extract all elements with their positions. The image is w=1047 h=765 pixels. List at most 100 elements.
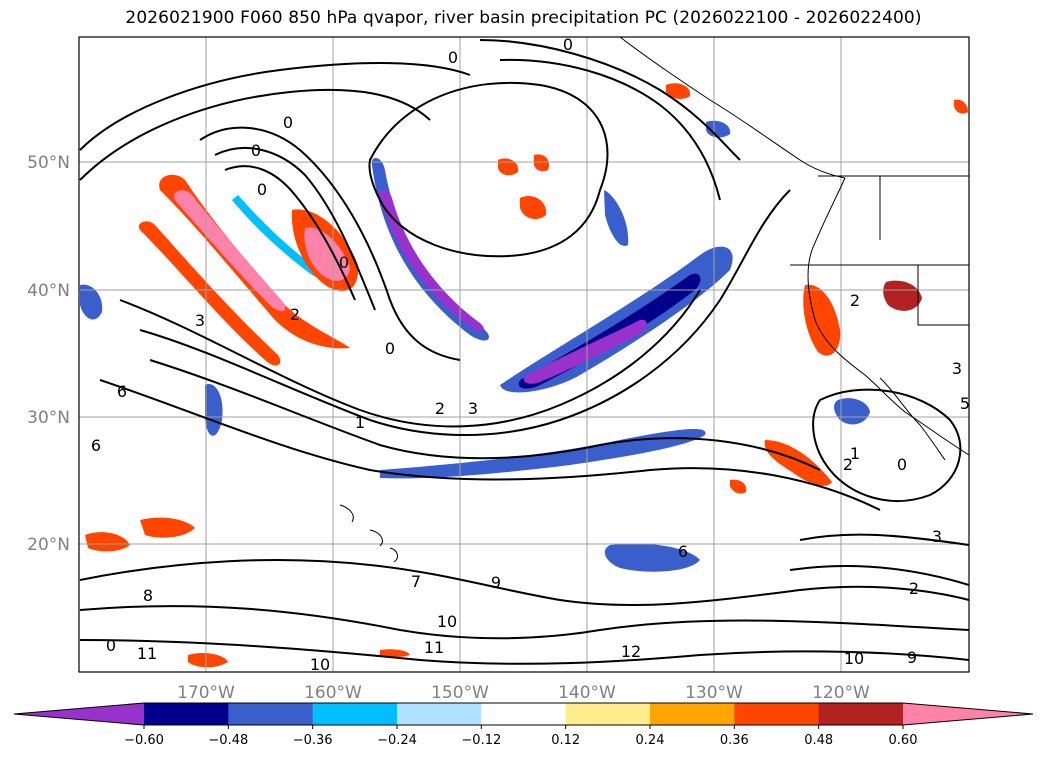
contour-label: 2 [843,455,853,474]
lon-label-150w: 150°W [431,683,489,703]
contour-trough-3 [224,165,356,301]
positive-anomaly-sw [85,532,130,552]
negative-anomaly-nw-strip [232,195,323,278]
contour-east-2 [789,564,969,586]
alaska-coastline [619,37,846,179]
colorbar-segment [650,703,735,725]
contour-east-1 [799,533,969,546]
contour-trough-1 [199,126,461,361]
contour-south-1 [79,559,969,607]
contour-label: 0 [448,48,458,67]
contour-label: 0 [251,141,261,160]
positive-anomaly-coast [803,284,841,356]
state-border-3 [917,265,969,326]
lat-label-20n: 20°N [27,535,70,555]
negative-anomaly-blob [834,398,870,425]
contour-label: 6 [678,542,688,561]
negative-anomaly-west [80,284,103,320]
negative-anomaly-alaska [706,120,731,138]
contour-label: 10 [310,655,330,674]
negative-anomaly-peak [523,319,647,384]
negative-anomaly-arc [371,158,490,341]
contour-label: 3 [952,359,962,378]
contour-south-3 [79,639,969,665]
lat-label-50n: 50°N [27,153,70,173]
contour-label: 3 [932,527,942,546]
contour-label: 5 [960,394,970,413]
contour-label: 6 [117,382,127,401]
colorbar-segment [228,703,314,725]
colorbar-extend-high [903,703,1033,725]
contour-label: 9 [491,573,501,592]
colorbar-tick-label: −0.48 [208,733,248,748]
positive-anomaly-small-4 [666,83,691,99]
map-title: 2026021900 F060 850 hPa qvapor, river ba… [125,8,922,28]
positive-anomaly-small-7 [954,99,968,114]
positive-anomaly-small-3 [533,154,550,172]
positive-anomaly-small-5 [188,652,228,668]
colorbar-segment [481,703,567,725]
positive-anomaly-sw-2 [140,517,195,538]
colorbar-segment [565,703,651,725]
qvapor-contours [79,39,969,665]
positive-anomaly-blob-core [304,227,350,281]
positive-anomaly-small-2 [520,195,547,220]
longitude-labels: 170°W 160°W 150°W 140°W 130°W 120°W [177,683,870,703]
colorbar-tick-label: −0.60 [124,733,164,748]
hawaii-islands [339,504,398,563]
coastlines [339,37,969,563]
contour-label: 0 [283,113,293,132]
negative-anomaly-arc-core [379,190,484,332]
positive-anomaly-small-8 [730,479,747,494]
contour-ridge-2 [79,88,431,181]
contour-label: 0 [897,455,907,474]
contour-label: 0 [563,35,573,54]
positive-anomaly-small-1 [498,158,519,176]
contour-label: 2 [850,291,860,310]
colorbar-tick-label: −0.24 [377,733,417,748]
contour-label: 9 [907,648,917,667]
colorbar-segment [734,703,820,725]
contour-label: 3 [468,399,478,418]
contour-stream-1 [139,189,791,436]
contour-stream-3 [149,359,821,471]
contour-north-2 [499,58,721,201]
contour-ridge-1 [79,62,471,151]
positive-anomaly-streak-core [173,190,286,312]
contour-labels: 0 0 0 0 0 0 0 1 2 3 2 3 6 6 7 8 9 10 10 … [91,35,970,674]
lon-label-130w: 130°W [685,683,743,703]
colorbar-tick-label: 0.12 [551,733,580,748]
contour-label: 0 [339,253,349,272]
contour-label: 2 [435,399,445,418]
positive-anomaly-small-6 [380,649,410,658]
negative-anomaly-nw-coast [604,190,629,246]
colorbar-tick-label: −0.36 [293,733,333,748]
lon-label-120w: 120°W [812,683,870,703]
negative-anomaly-east [604,543,700,572]
contour-label: 12 [621,642,641,661]
contour-label: 1 [850,444,860,463]
colorbar-extend-low [14,703,144,725]
contour-label: 0 [257,180,267,199]
colorbar-tick-label: 0.24 [636,733,665,748]
baja-coastline [879,377,946,461]
lat-label-40n: 40°N [27,281,70,301]
contour-stream-4 [99,379,881,511]
contour-label: 10 [437,612,457,631]
contour-label: 11 [424,638,444,657]
contour-label: 1 [355,413,365,432]
colorbar-tick-label: 0.36 [720,733,749,748]
contour-label: 10 [844,649,864,668]
colorbar-segment [818,703,904,725]
contour-label: 0 [106,636,116,655]
positive-anomaly-inland [883,280,922,311]
contour-high [812,388,962,502]
positive-anomaly-se [764,440,832,486]
colorbar-tick-label: −0.12 [461,733,501,748]
contour-label: 11 [137,644,157,663]
colorbar-tick-label: 0.48 [804,733,833,748]
contour-label: 2 [290,305,300,324]
contour-north-1 [479,39,741,161]
lon-label-160w: 160°W [304,683,362,703]
positive-anomaly-streak-2 [138,221,281,366]
